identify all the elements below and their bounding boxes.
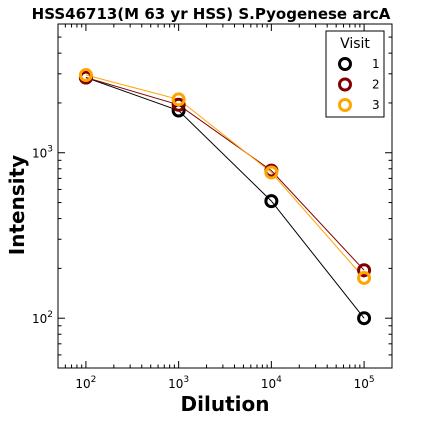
chart-title: HSS46713(M 63 yr HSS) S.Pyogenese arcA	[32, 5, 391, 23]
data-point-series-3	[78, 68, 93, 83]
series-line-1	[85, 77, 365, 319]
data-point-series-1	[357, 311, 372, 326]
y-axis-label: Intensity	[5, 155, 29, 255]
data-point-series-3	[264, 165, 279, 180]
plot-frame	[57, 23, 393, 369]
x-tick-label: 105	[354, 375, 375, 391]
x-tick-label: 104	[261, 375, 282, 391]
series-line-3	[85, 74, 365, 279]
data-point-series-2	[171, 97, 186, 112]
legend-marker-3	[338, 98, 352, 112]
legend-label-3: 3	[372, 98, 380, 112]
series-line-2	[85, 77, 365, 271]
x-axis-label: Dilution	[181, 392, 270, 416]
y-tick-label: 103	[32, 145, 53, 161]
data-point-series-2	[357, 263, 372, 278]
legend-label-1: 1	[372, 57, 380, 71]
axis-ticks: 102 103 104 105 102 103	[32, 23, 393, 391]
legend-title: Visit	[340, 36, 370, 52]
y-tick-label: 102	[32, 310, 53, 326]
plot-area	[78, 68, 372, 326]
legend-label-2: 2	[372, 78, 380, 92]
x-tick-label: 103	[168, 375, 189, 391]
data-point-series-1	[264, 194, 279, 209]
legend-marker-1	[338, 57, 352, 71]
legend-marker-2	[338, 77, 352, 92]
data-point-series-3	[357, 270, 372, 285]
data-point-series-3	[171, 92, 186, 107]
legend-box	[325, 30, 385, 118]
x-tick-label: 102	[75, 375, 96, 391]
